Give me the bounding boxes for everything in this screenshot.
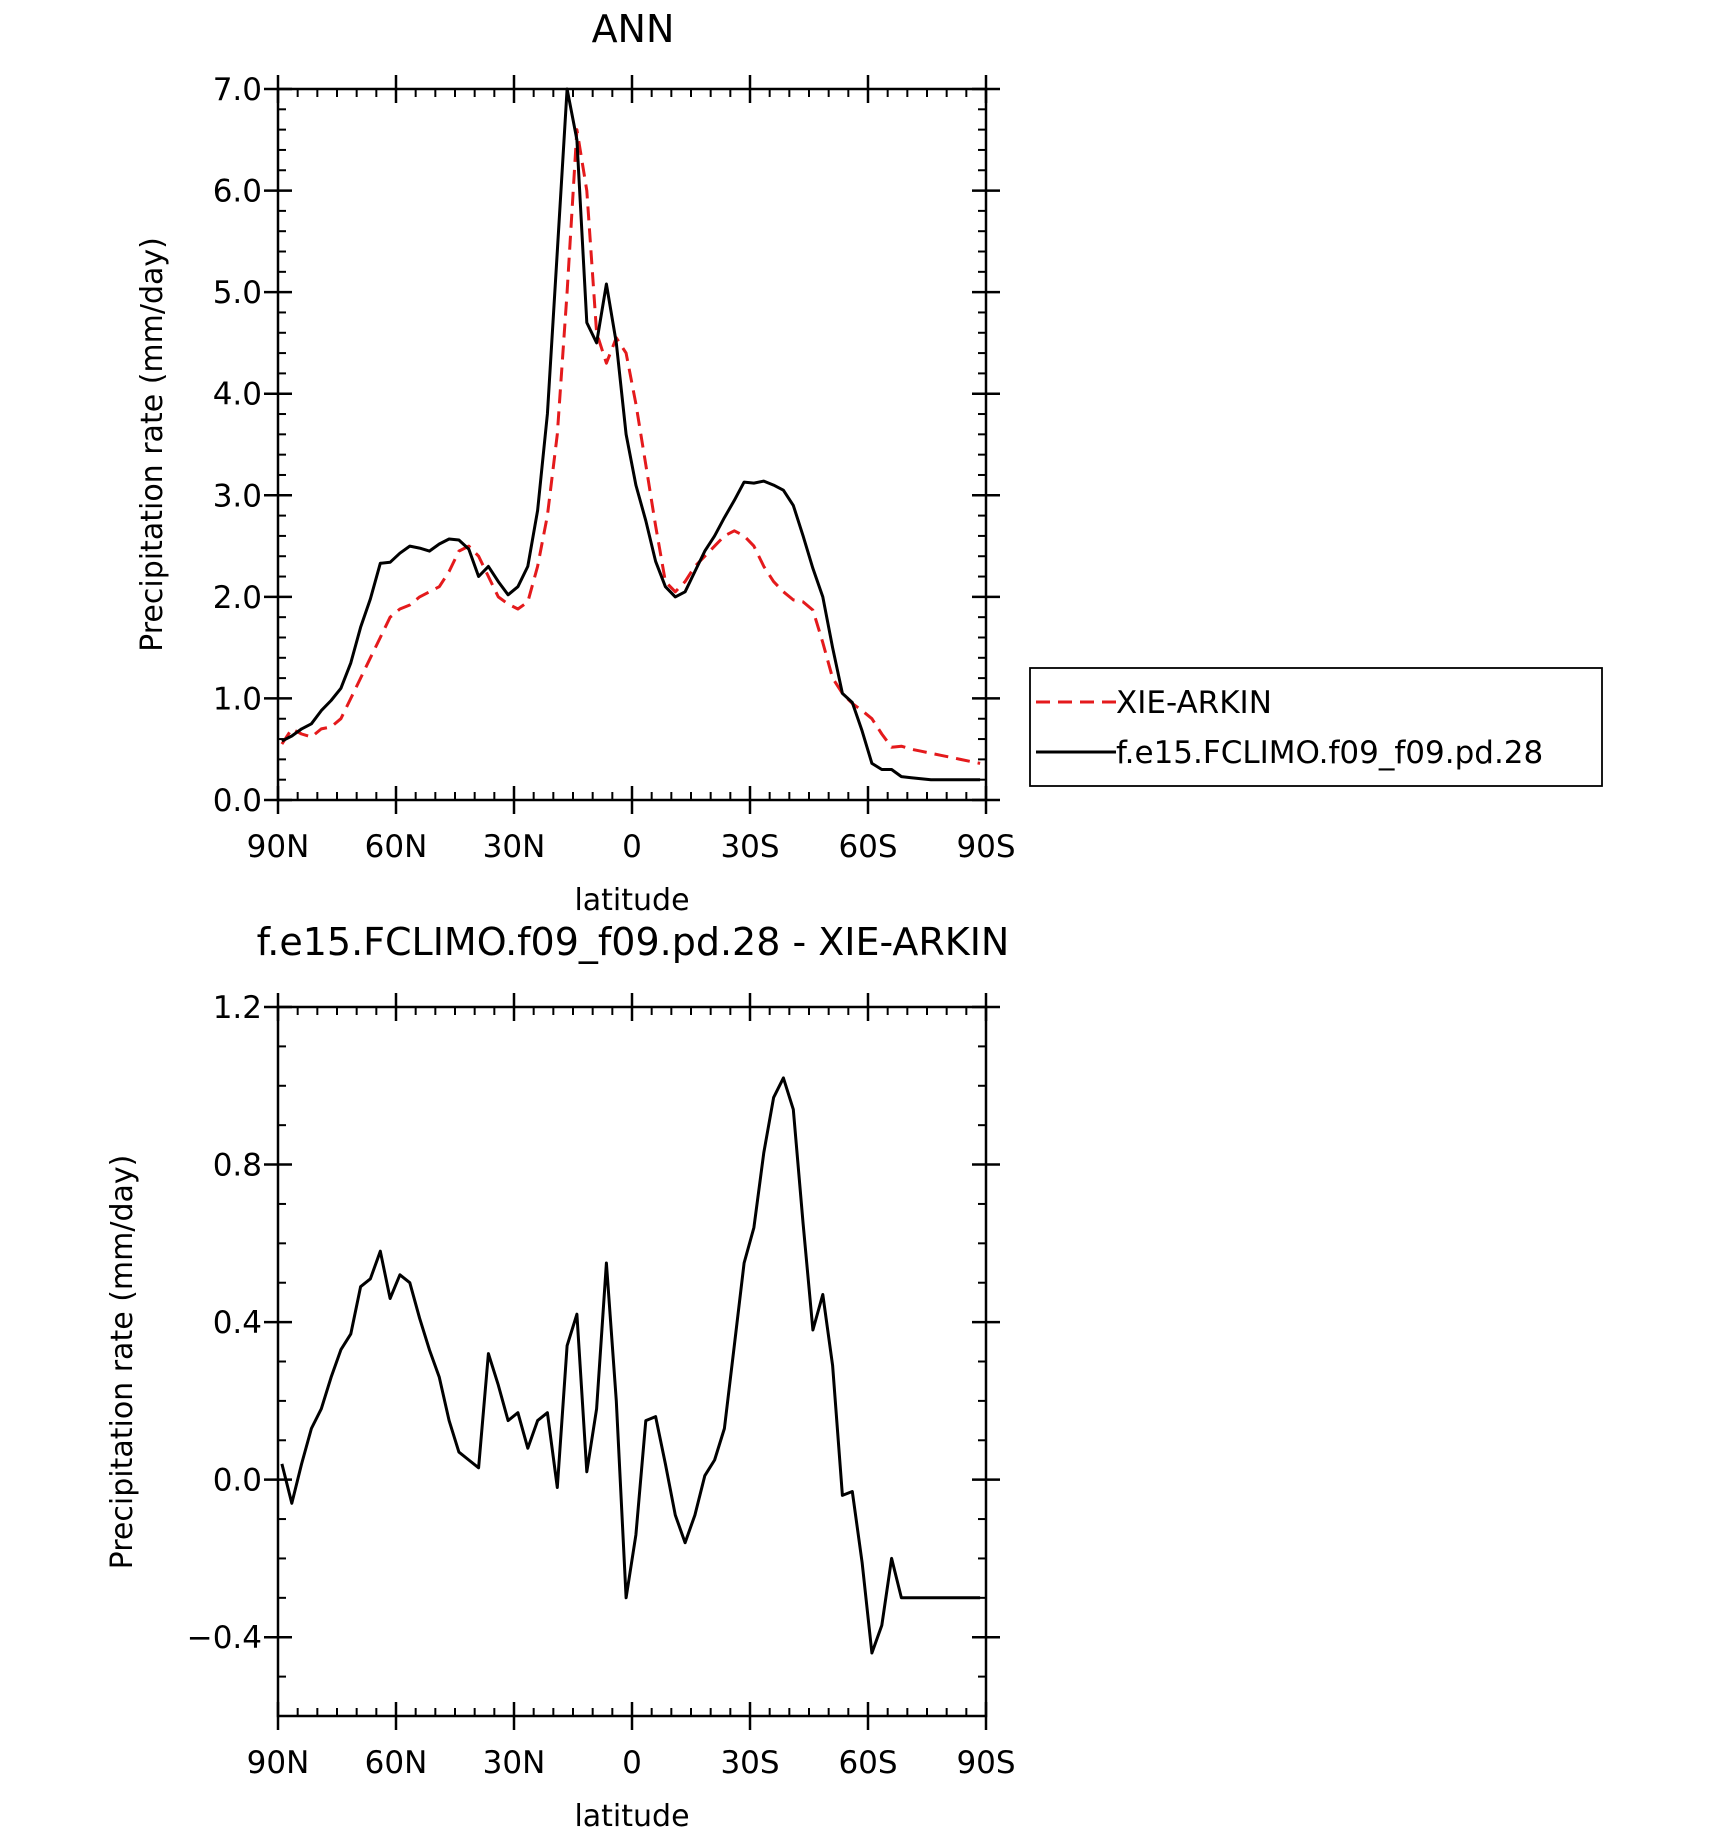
top-y-tick-label: 5.0 xyxy=(213,275,262,311)
top-x-tick-label: 60S xyxy=(838,829,897,865)
bottom-x-tick-label: 30S xyxy=(720,1745,779,1781)
top-y-tick-label: 6.0 xyxy=(213,174,262,210)
bottom-x-tick-label: 30N xyxy=(483,1745,546,1781)
bottom-plot-frame xyxy=(276,1005,988,1718)
top-y-tick-label: 7.0 xyxy=(213,72,262,108)
bottom-x-tick-label: 90S xyxy=(956,1745,1015,1781)
bottom-chart-title: f.e15.FCLIMO.f09_f09.pd.28 - XIE-ARKIN xyxy=(257,920,1010,964)
top-y-tick-label: 0.0 xyxy=(213,783,262,819)
top-series-line-0 xyxy=(280,128,981,765)
bottom-chart: f.e15.FCLIMO.f09_f09.pd.28 - XIE-ARKIN 9… xyxy=(105,920,1016,1833)
bottom-y-tick-label: 0.0 xyxy=(213,1463,262,1499)
top-chart-title: ANN xyxy=(592,7,675,51)
legend: XIE-ARKIN f.e15.FCLIMO.f09_f09.pd.28 xyxy=(1029,667,1603,787)
top-y-tick-label: 1.0 xyxy=(213,681,262,717)
top-y-tick-label: 4.0 xyxy=(213,377,262,413)
legend-label-xie-arkin: XIE-ARKIN xyxy=(1116,685,1272,721)
legend-label-model: f.e15.FCLIMO.f09_f09.pd.28 xyxy=(1116,735,1543,771)
bottom-x-tick-label: 60S xyxy=(838,1745,897,1781)
top-chart-ylabel: Precipitation rate (mm/day) xyxy=(135,237,170,652)
top-y-tick-label: 3.0 xyxy=(213,478,262,514)
bottom-y-tick-label: 0.4 xyxy=(213,1305,262,1341)
top-chart-xlabel: latitude xyxy=(574,883,689,918)
bottom-chart-ylabel: Precipitation rate (mm/day) xyxy=(105,1155,140,1570)
bottom-y-tick-label: 0.8 xyxy=(213,1148,262,1184)
top-plot-frame xyxy=(276,87,988,802)
top-x-tick-label: 30S xyxy=(720,829,779,865)
top-x-tick-label: 90N xyxy=(247,829,310,865)
bottom-y-tick-label: 1.2 xyxy=(213,990,262,1026)
top-x-tick-label: 30N xyxy=(483,829,546,865)
bottom-x-tick-label: 0 xyxy=(622,1745,642,1781)
legend-box xyxy=(1029,667,1603,787)
top-x-tick-label: 60N xyxy=(365,829,428,865)
top-chart: ANN 90N 60N 30N 0 30S 60S 90S 0.0 1.0 2.0 3.0 4.0 5.… xyxy=(135,7,1603,918)
top-x-tick-label: 90S xyxy=(956,829,1015,865)
bottom-series-line-0 xyxy=(280,1076,981,1655)
bottom-y-tick-label: −0.4 xyxy=(187,1620,262,1656)
bottom-x-tick-label: 60N xyxy=(365,1745,428,1781)
top-series-line-1 xyxy=(281,87,981,782)
bottom-chart-xlabel: latitude xyxy=(574,1799,689,1833)
bottom-x-tick-label: 90N xyxy=(247,1745,310,1781)
top-y-tick-label: 2.0 xyxy=(213,580,262,616)
top-x-tick-label: 0 xyxy=(622,829,642,865)
